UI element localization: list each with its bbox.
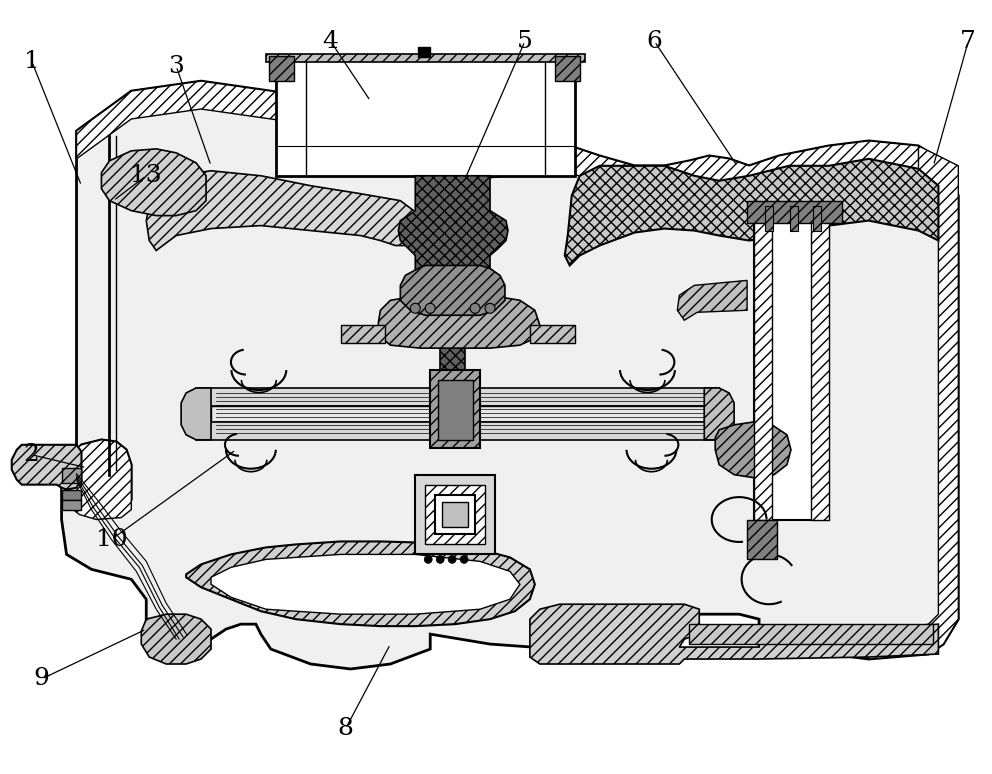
Bar [62,490,81,499]
Bar [416,474,495,554]
Circle shape [426,303,435,313]
Text: 4: 4 [322,29,338,53]
Circle shape [436,556,444,563]
Circle shape [470,303,480,313]
Text: 3: 3 [169,55,185,77]
Text: 8: 8 [337,717,353,740]
Bar [530,325,574,343]
Text: 2: 2 [24,444,40,466]
Text: 6: 6 [647,29,663,53]
Circle shape [411,303,421,313]
Bar [810,221,828,519]
Text: 9: 9 [34,667,50,690]
Bar [754,221,828,519]
Bar [790,206,798,231]
Polygon shape [76,81,958,221]
Bar [440,290,465,410]
Polygon shape [186,542,535,626]
Circle shape [460,556,468,563]
Bar [419,47,431,57]
Bar [765,206,773,231]
Bar [812,206,820,231]
Polygon shape [211,554,520,615]
Circle shape [485,303,495,313]
Text: 10: 10 [95,528,127,551]
Circle shape [448,556,456,563]
Bar [747,200,842,223]
Bar [340,325,386,343]
Bar [747,519,777,560]
Bar [211,406,704,422]
Polygon shape [530,604,938,664]
Polygon shape [146,171,426,251]
Polygon shape [715,422,791,478]
Polygon shape [378,296,540,348]
Bar [431,370,480,448]
Text: 13: 13 [130,164,162,187]
Polygon shape [401,265,505,315]
Polygon shape [678,280,747,320]
Bar [689,624,933,644]
Polygon shape [62,81,958,669]
Bar [555,57,579,81]
Text: 7: 7 [960,29,976,53]
Text: 1: 1 [24,50,40,73]
Polygon shape [564,159,938,265]
Circle shape [425,556,433,563]
Polygon shape [704,388,734,440]
Bar [442,502,468,528]
Bar [438,380,473,440]
Text: 5: 5 [517,29,533,53]
Bar [276,57,574,176]
Polygon shape [141,615,211,664]
Polygon shape [62,440,131,519]
Bar [266,54,584,62]
Polygon shape [869,146,958,659]
Bar [62,499,81,509]
Bar [196,388,719,406]
Bar [426,485,485,544]
Bar [196,422,719,440]
Polygon shape [399,176,508,293]
Polygon shape [101,149,206,216]
Bar [435,495,475,535]
Bar [754,221,772,519]
Polygon shape [12,445,81,490]
Bar [62,467,81,483]
Bar [269,57,294,81]
Polygon shape [182,388,211,440]
